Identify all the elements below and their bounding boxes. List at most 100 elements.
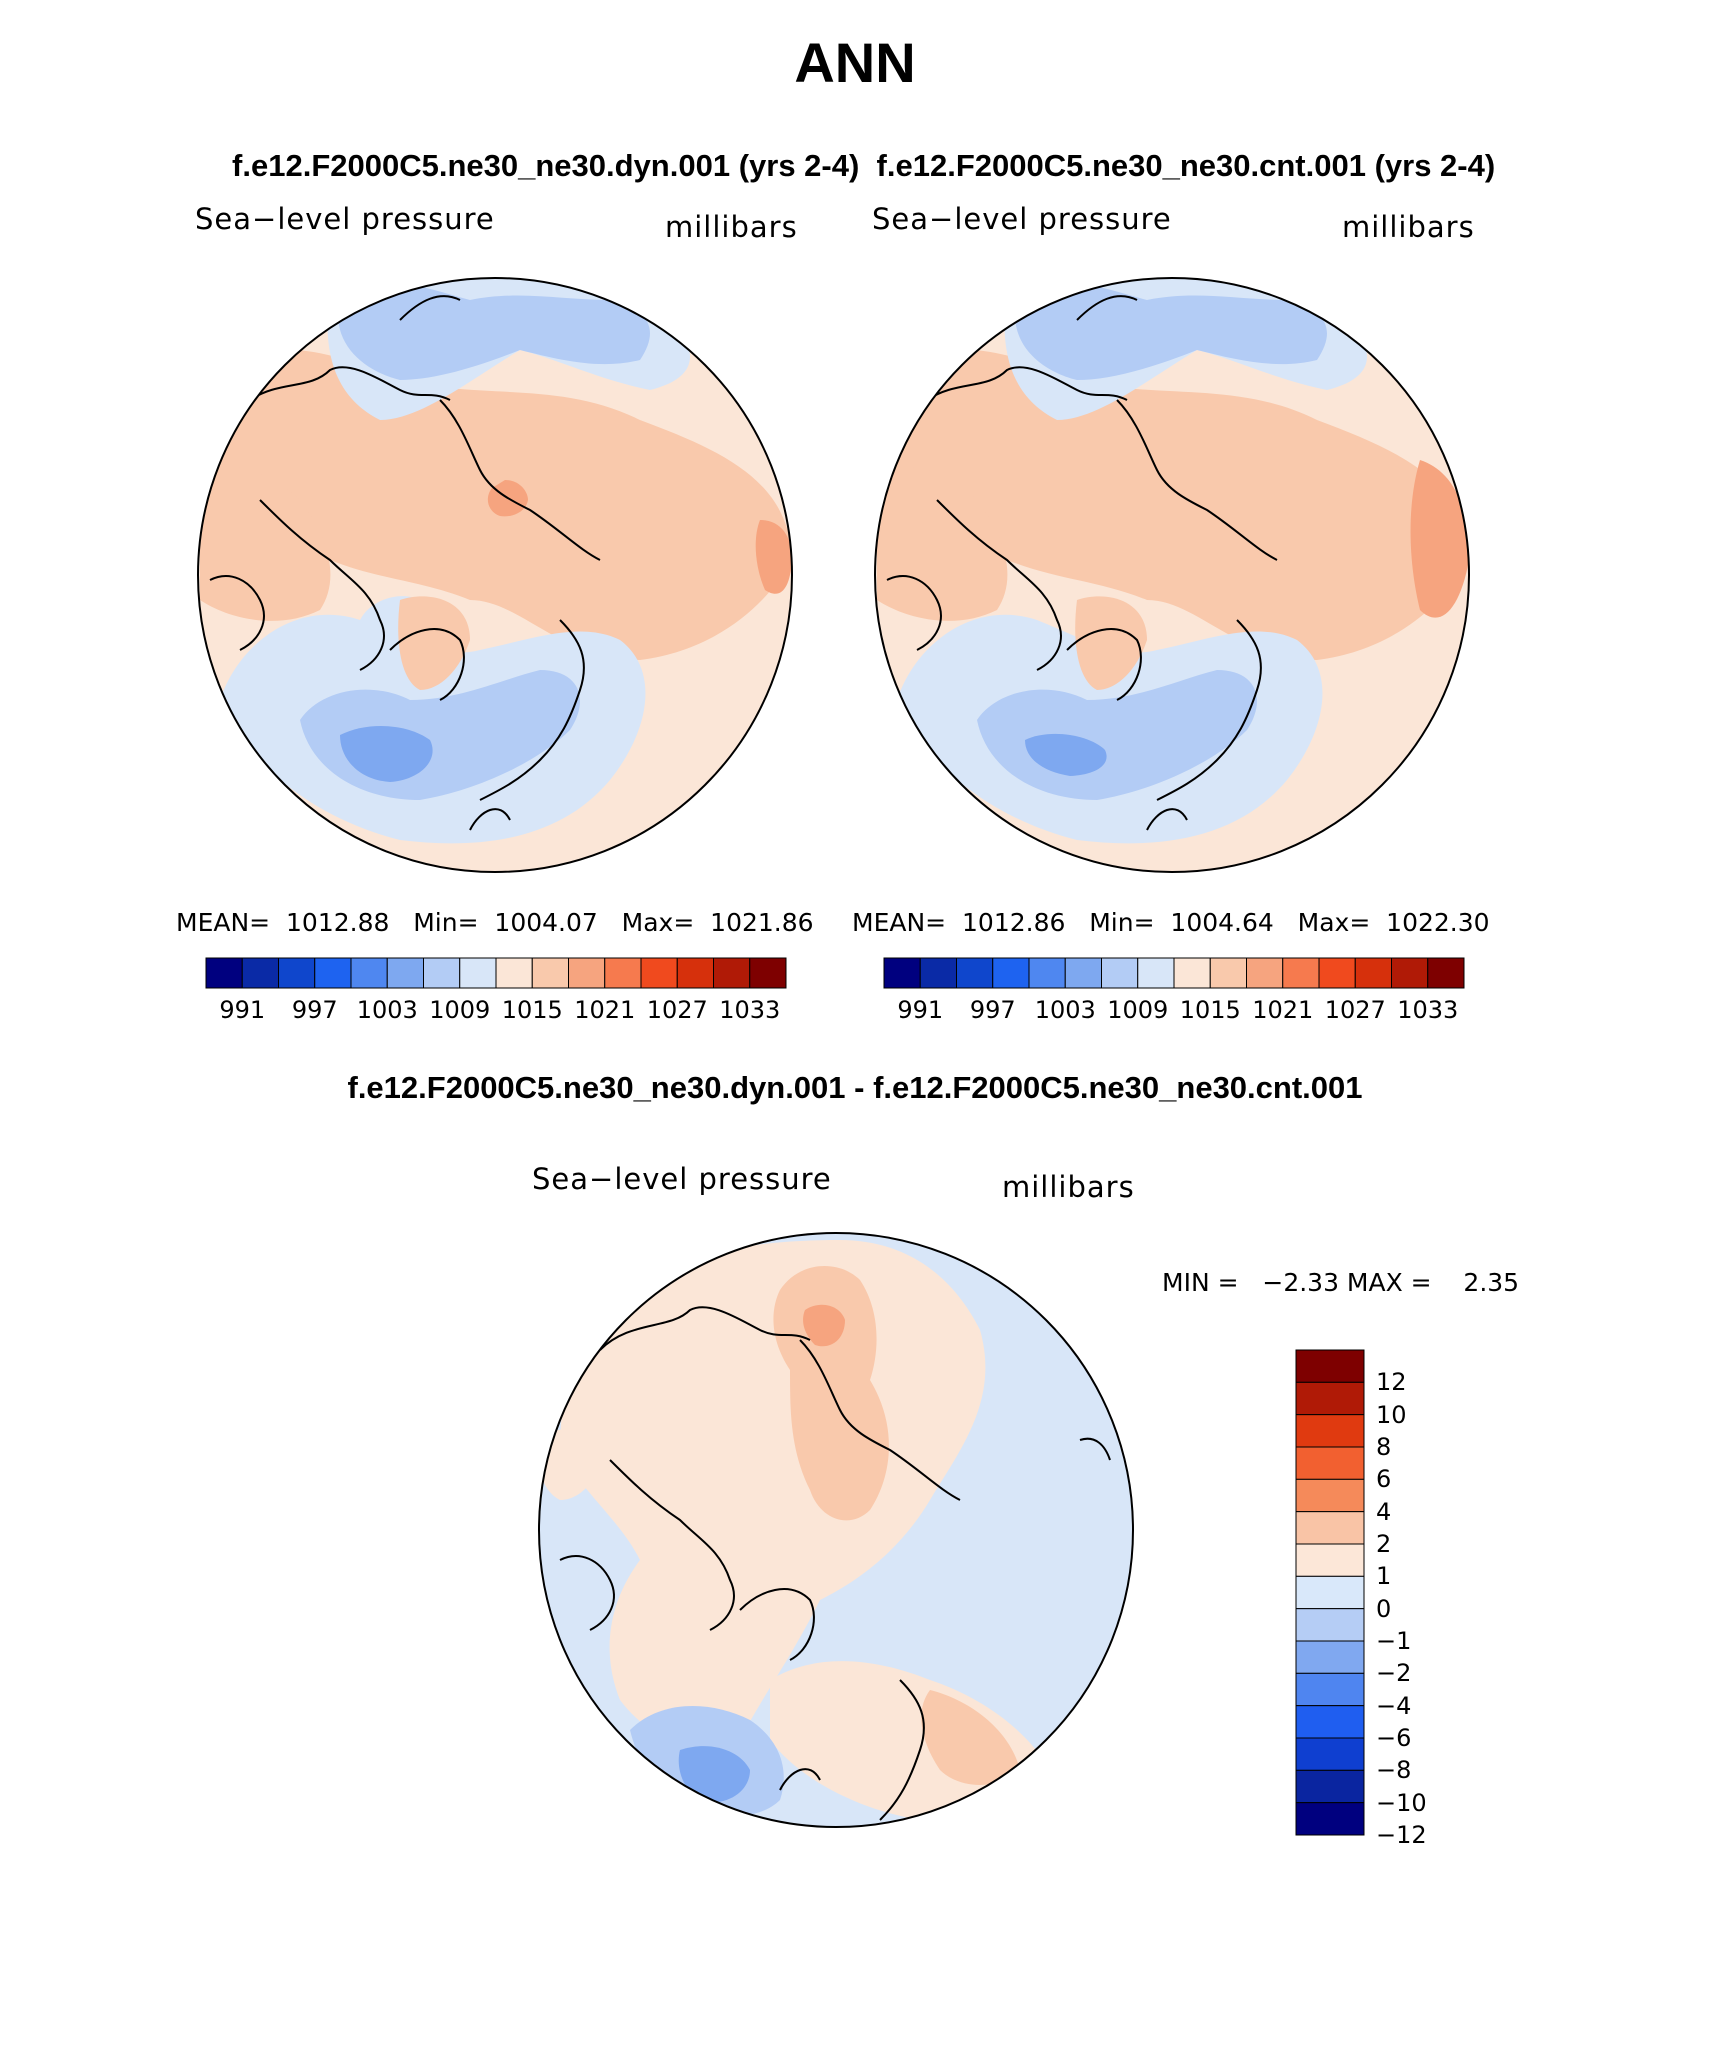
colorbar-box bbox=[1209, 957, 1247, 989]
colorbar-tick-label: 1021 bbox=[574, 996, 636, 1024]
map-panel-2 bbox=[875, 278, 1469, 872]
panel2-units: millibars bbox=[1342, 210, 1475, 244]
colorbar-tick-label: 2 bbox=[1376, 1530, 1392, 1558]
colorbar-box bbox=[919, 957, 957, 989]
colorbar-tick-label: 12 bbox=[1376, 1368, 1407, 1397]
colorbar-tick-label: 1021 bbox=[1252, 996, 1314, 1024]
colorbar-box bbox=[1028, 957, 1066, 989]
diff-subtitle: f.e12.F2000C5.ne30_ne30.dyn.001 - f.e12.… bbox=[347, 1070, 1363, 1105]
colorbar-box bbox=[1427, 957, 1465, 989]
colorbar-tick-label: 1033 bbox=[1397, 996, 1459, 1024]
colorbar-box bbox=[1295, 1446, 1365, 1480]
colorbar-box bbox=[1295, 1640, 1365, 1674]
colorbar-box bbox=[1282, 957, 1320, 989]
panel2-stats: MEAN= 1012.86 Min= 1004.64 Max= 1022.30 bbox=[852, 908, 1490, 937]
colorbar-box bbox=[640, 957, 678, 989]
colorbar-box bbox=[749, 957, 787, 989]
colorbar-tick-label: −10 bbox=[1376, 1788, 1427, 1817]
colorbar-box bbox=[1295, 1608, 1365, 1642]
colorbar-box bbox=[992, 957, 1030, 989]
diff-stats: MIN = −2.33 MAX = 2.35 bbox=[1162, 1268, 1520, 1297]
colorbar-tick-label: 991 bbox=[219, 996, 266, 1024]
colorbar-box bbox=[459, 957, 497, 989]
coastlines-2 bbox=[886, 295, 1278, 831]
colorbar-tick-label: −12 bbox=[1376, 1821, 1427, 1849]
colorbar-box bbox=[1295, 1414, 1365, 1448]
colorbar-tick-label: −8 bbox=[1376, 1756, 1412, 1785]
colorbar-tick-label: 1015 bbox=[501, 996, 563, 1024]
colorbar-box bbox=[676, 957, 714, 989]
colorbar-box bbox=[1295, 1511, 1365, 1545]
top-subtitle: f.e12.F2000C5.ne30_ne30.dyn.001 (yrs 2-4… bbox=[0, 112, 1710, 184]
colorbar-box bbox=[568, 957, 606, 989]
colorbar-box bbox=[1101, 957, 1139, 989]
colorbar-box bbox=[1391, 957, 1429, 989]
colorbar-tick-label: 10 bbox=[1376, 1400, 1407, 1429]
colorbar-box bbox=[1295, 1705, 1365, 1739]
coastlines-1 bbox=[209, 295, 601, 831]
colorbar-tick-label: 1015 bbox=[1179, 996, 1241, 1024]
colorbar-box bbox=[604, 957, 642, 989]
colorbar-box bbox=[1295, 1349, 1365, 1383]
panel1-units: millibars bbox=[665, 210, 798, 244]
diff-units: millibars bbox=[1002, 1170, 1135, 1204]
colorbar-box bbox=[314, 957, 352, 989]
colorbar-box bbox=[278, 957, 316, 989]
colorbar-tick-label: 997 bbox=[291, 996, 338, 1024]
colorbar-tick-label: 1009 bbox=[429, 996, 491, 1024]
colorbar-tick-label: 1033 bbox=[719, 996, 781, 1024]
colorbar-box bbox=[1295, 1478, 1365, 1513]
panel2-variable: Sea−level pressure bbox=[872, 202, 1172, 236]
colorbar-tick-label: 1 bbox=[1376, 1562, 1392, 1591]
colorbar-box bbox=[1354, 957, 1392, 989]
colorbar-box bbox=[205, 957, 243, 989]
colorbar-tick-label: 8 bbox=[1376, 1433, 1392, 1461]
colorbar-tick-label: 1027 bbox=[646, 996, 708, 1024]
colorbar-tick-label: 1027 bbox=[1324, 996, 1386, 1024]
colorbar-box bbox=[531, 957, 569, 989]
top-subtitle-left: f.e12.F2000C5.ne30_ne30.dyn.001 (yrs 2-4… bbox=[232, 148, 860, 183]
coastlines-diff bbox=[559, 1306, 1111, 1821]
colorbar-box bbox=[883, 957, 921, 989]
colorbar-tick-label: 1009 bbox=[1107, 996, 1169, 1024]
colorbar-box bbox=[241, 957, 279, 989]
colorbar-tick-label: −6 bbox=[1376, 1724, 1412, 1752]
colorbar-tick-label: 991 bbox=[897, 996, 944, 1024]
colorbar-tick-label: 0 bbox=[1376, 1594, 1392, 1623]
colorbar-box bbox=[495, 957, 533, 989]
colorbar-panel-2 bbox=[883, 957, 1465, 989]
colorbar-box bbox=[423, 957, 461, 989]
colorbar-tick-label: −2 bbox=[1376, 1659, 1412, 1688]
colorbar-tick-label: 4 bbox=[1376, 1497, 1392, 1526]
colorbar-box bbox=[1064, 957, 1102, 989]
colorbar-box bbox=[1295, 1575, 1365, 1610]
colorbar-tick-label: 6 bbox=[1376, 1465, 1392, 1494]
panel1-variable: Sea−level pressure bbox=[195, 202, 495, 236]
colorbar-box bbox=[1295, 1672, 1365, 1707]
colorbar-box bbox=[350, 957, 388, 989]
colorbar-box bbox=[1295, 1802, 1365, 1836]
figure-title: ANN bbox=[794, 31, 916, 94]
map-panel-1 bbox=[198, 278, 792, 872]
colorbar-box bbox=[386, 957, 424, 989]
colorbar-tick-label: 1003 bbox=[1034, 996, 1096, 1024]
colorbar-box bbox=[1295, 1769, 1365, 1804]
colorbar-tick-label: −1 bbox=[1376, 1627, 1412, 1655]
colorbar-box bbox=[1295, 1543, 1365, 1577]
colorbar-tick-label: 997 bbox=[969, 996, 1016, 1024]
colorbar-box bbox=[1295, 1737, 1365, 1771]
panel1-stats: MEAN= 1012.88 Min= 1004.07 Max= 1021.86 bbox=[176, 908, 814, 937]
colorbar-box bbox=[956, 957, 994, 989]
colorbar-box bbox=[1295, 1381, 1365, 1416]
colorbar-box bbox=[1173, 957, 1211, 989]
colorbar-box bbox=[1318, 957, 1356, 989]
colorbar-box bbox=[1137, 957, 1175, 989]
colorbar-box bbox=[713, 957, 751, 989]
map-diff bbox=[539, 1233, 1133, 1827]
colorbar-tick-label: −4 bbox=[1376, 1691, 1412, 1720]
diff-variable: Sea−level pressure bbox=[532, 1162, 832, 1196]
colorbar-tick-label: 1003 bbox=[356, 996, 418, 1024]
colorbar-panel-1 bbox=[205, 957, 787, 989]
top-subtitle-right: f.e12.F2000C5.ne30_ne30.cnt.001 (yrs 2-4… bbox=[876, 148, 1496, 183]
